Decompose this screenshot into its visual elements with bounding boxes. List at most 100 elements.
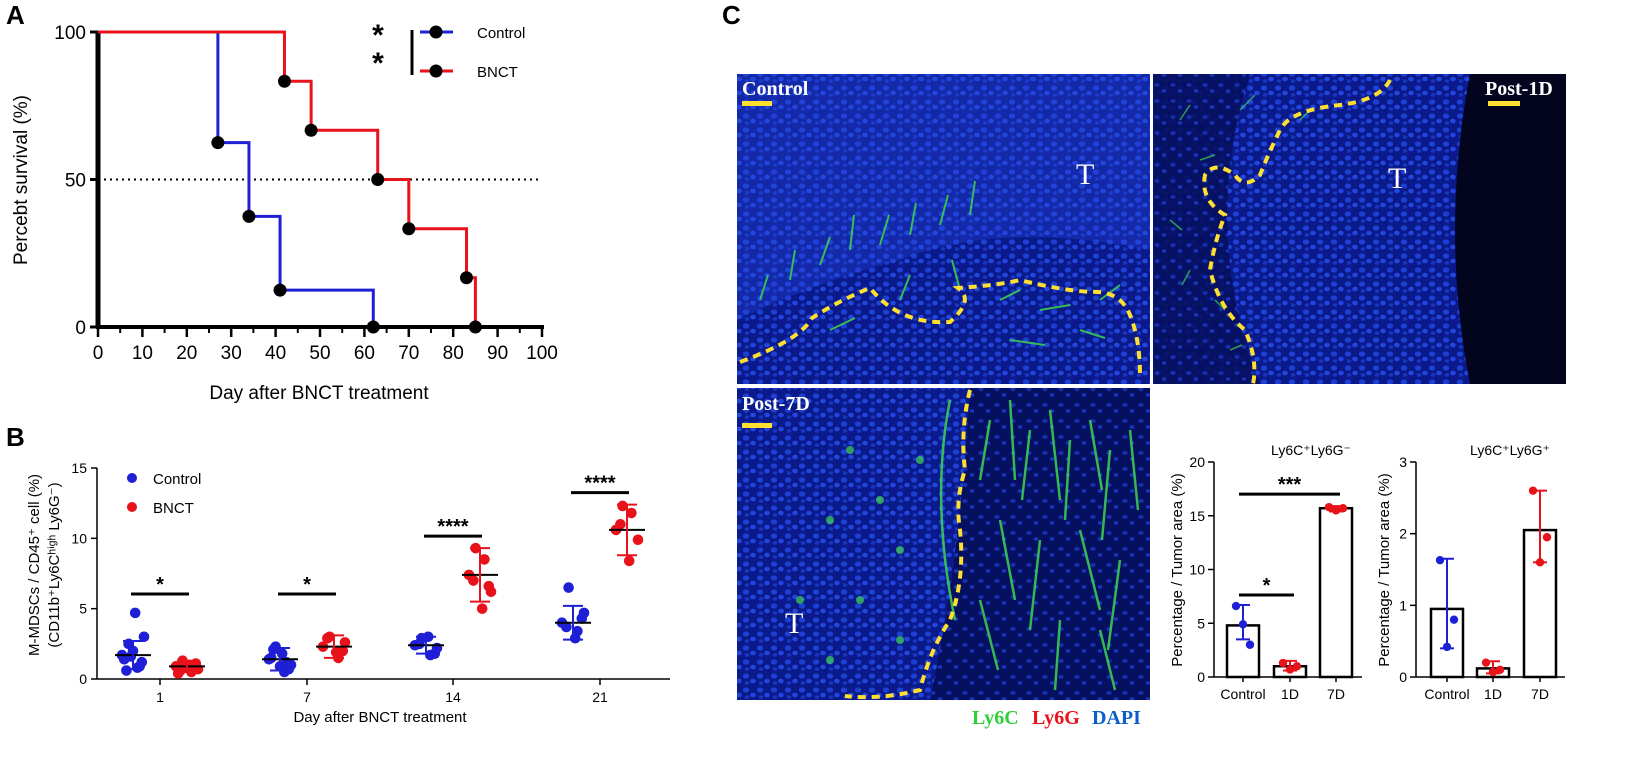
panel-a-x-tick-label: 60	[354, 343, 375, 364]
panel-a-bnct-marker	[402, 222, 416, 236]
panel-a-significance-bottom: *	[372, 19, 384, 52]
micrograph-post-7d: Post-7D T	[737, 388, 1150, 700]
panel-c1-title: Ly6C⁺Ly6G⁻	[1271, 442, 1351, 458]
panel-b-bnct-point	[172, 668, 184, 679]
panel-a-y-tick-label: 100	[54, 23, 86, 44]
panel-c2-plot: 0 1 2 3 Control 1D 7D	[1399, 454, 1565, 702]
legend-bnct-marker	[429, 64, 443, 78]
panel-b-control-point	[265, 652, 277, 664]
panel-b-y-tick-label: 0	[79, 671, 87, 687]
panel-b-y-axis-label-line2: (CD11b⁺Ly6Cʰⁱᵍʰ Ly6G⁻)	[46, 482, 63, 647]
panel-c1-bar	[1318, 506, 1354, 679]
panel-a-x-tick-label: 20	[176, 343, 197, 364]
panel-c2-x-tick-label: 7D	[1531, 686, 1549, 702]
panel-c2-title: Ly6C⁺Ly6G⁺	[1470, 442, 1550, 458]
panel-b-x-tick-label: 14	[445, 689, 461, 705]
panel-c1-point	[1285, 665, 1295, 674]
micrograph-post-1d-label: Post-1D	[1485, 78, 1553, 100]
panel-b-x-tick-label: 7	[303, 689, 311, 705]
tumor-border-post-1d	[1202, 78, 1392, 385]
panel-b-x-tick-label: 1	[156, 689, 164, 705]
panel-b-bnct-point	[479, 554, 490, 565]
panel-b-bnct-point	[337, 645, 349, 657]
panel-a-series-control-line	[98, 30, 375, 327]
panel-a-x-tick-label: 50	[309, 343, 330, 364]
panel-b-bnct-point	[339, 637, 351, 648]
panel-b-axes: 0 5 10 15 1 7 14 21	[71, 460, 670, 705]
panel-letter-b: B	[6, 422, 25, 452]
panel-b-bnct-point	[476, 603, 488, 614]
legend-bnct-label: BNCT	[477, 64, 518, 81]
panel-a-x-tick-label: 10	[132, 343, 153, 364]
legend-control-marker	[429, 25, 443, 39]
panel-c2-y-axis-label: Percentage / Tumor area (%)	[1376, 473, 1393, 666]
panel-a-y-tick-label: 50	[65, 171, 86, 192]
micrograph-control: Control T	[737, 74, 1150, 384]
panel-a-bnct-marker	[304, 123, 318, 137]
panel-b-mdsc-chart: M-MDSCs / CD45⁺ cell (%) (CD11b⁺Ly6Cʰⁱᵍʰ…	[26, 460, 670, 726]
panel-a-bnct-marker	[371, 173, 385, 186]
panel-a-bnct-marker	[460, 271, 474, 285]
panel-b-control-point	[414, 638, 425, 650]
panel-c1-point	[1238, 620, 1248, 629]
micrograph-post-7d-tumor-mark: T	[785, 607, 803, 640]
panel-c1-y-tick-label: 0	[1197, 669, 1205, 685]
panel-b-y-tick-label: 10	[71, 530, 87, 546]
panel-b-bnct-point	[617, 500, 628, 512]
panel-b-control-point	[138, 631, 150, 643]
panel-b-significance-label: *	[303, 574, 311, 596]
panel-b-significance-label: ****	[437, 516, 468, 538]
panel-c1-point	[1278, 658, 1288, 668]
micrograph-post-1d-tumor-mark: T	[1388, 162, 1406, 195]
panel-b-control-point	[121, 665, 132, 676]
panel-c1-significance-label: *	[1263, 575, 1271, 597]
panel-a-control-marker	[211, 136, 225, 150]
panel-c2-point	[1528, 486, 1538, 495]
panel-c1-x-tick-label: Control	[1220, 686, 1265, 702]
panel-b-control-point	[576, 613, 588, 624]
panel-a-significance-top: *	[372, 47, 384, 80]
panel-b-bnct-point	[623, 555, 635, 567]
panel-a-x-tick-label: 40	[265, 343, 286, 364]
panel-c1-point	[1338, 504, 1348, 513]
panel-c-micrographs: Control T Post-1D T	[737, 74, 1566, 729]
panel-c-bar-chart-ly6c-ly6g-neg: Ly6C⁺Ly6G⁻ Percentage / Tumor area (%) 0…	[1169, 442, 1362, 702]
panel-b-control-point	[563, 582, 574, 593]
panel-c1-point	[1245, 640, 1255, 649]
micrograph-control-tumor-mark: T	[1076, 158, 1094, 191]
panel-c1-point	[1231, 601, 1241, 611]
micrograph-post-7d-label: Post-7D	[742, 393, 810, 415]
panel-b-legend-control-label: Control	[153, 471, 201, 488]
panel-a-series	[98, 30, 482, 334]
panel-c1-y-tick-label: 20	[1189, 454, 1205, 470]
panel-c2-point	[1481, 658, 1491, 667]
panel-c1-y-axis-label: Percentage / Tumor area (%)	[1169, 473, 1186, 666]
panel-c1-y-tick-label: 10	[1189, 562, 1205, 578]
panel-a-y-tick-label: 0	[75, 318, 86, 339]
scale-bar-post-1d	[1488, 101, 1520, 106]
panel-b-bnct-point	[632, 534, 644, 546]
legend-control-label: Control	[477, 25, 525, 42]
scale-bar-post-7d	[742, 423, 772, 428]
panel-c1-y-tick-label: 15	[1189, 508, 1205, 524]
panel-c2-point	[1488, 667, 1498, 677]
panel-b-y-axis-label-line1: M-MDSCs / CD45⁺ cell (%)	[26, 474, 43, 656]
panel-b-control-point	[129, 607, 141, 619]
panel-a-x-tick-label: 90	[487, 343, 508, 364]
stain-legend-dapi: DAPI	[1092, 707, 1141, 729]
panel-b-significance-label: ****	[584, 473, 615, 495]
panel-c1-point	[1324, 502, 1334, 512]
panel-a-control-marker	[273, 283, 287, 297]
panel-c1-point	[1292, 662, 1302, 671]
panel-c1-point	[1331, 506, 1341, 515]
panel-a-legend: * * Control BNCT	[372, 19, 525, 81]
scale-bar-control	[742, 101, 772, 106]
panel-a-x-tick-label: 30	[221, 343, 242, 364]
panel-c-bar-chart-ly6c-ly6g-pos: Ly6C⁺Ly6G⁺ Percentage / Tumor area (%) 0…	[1376, 442, 1565, 702]
panel-b-legend-control-marker	[127, 473, 137, 483]
panel-c2-point	[1542, 533, 1552, 542]
panel-a-y-axis-label: Percebt survival (%)	[11, 95, 32, 265]
panel-b-x-tick-label: 21	[592, 689, 608, 705]
panel-c2-point	[1495, 665, 1505, 675]
